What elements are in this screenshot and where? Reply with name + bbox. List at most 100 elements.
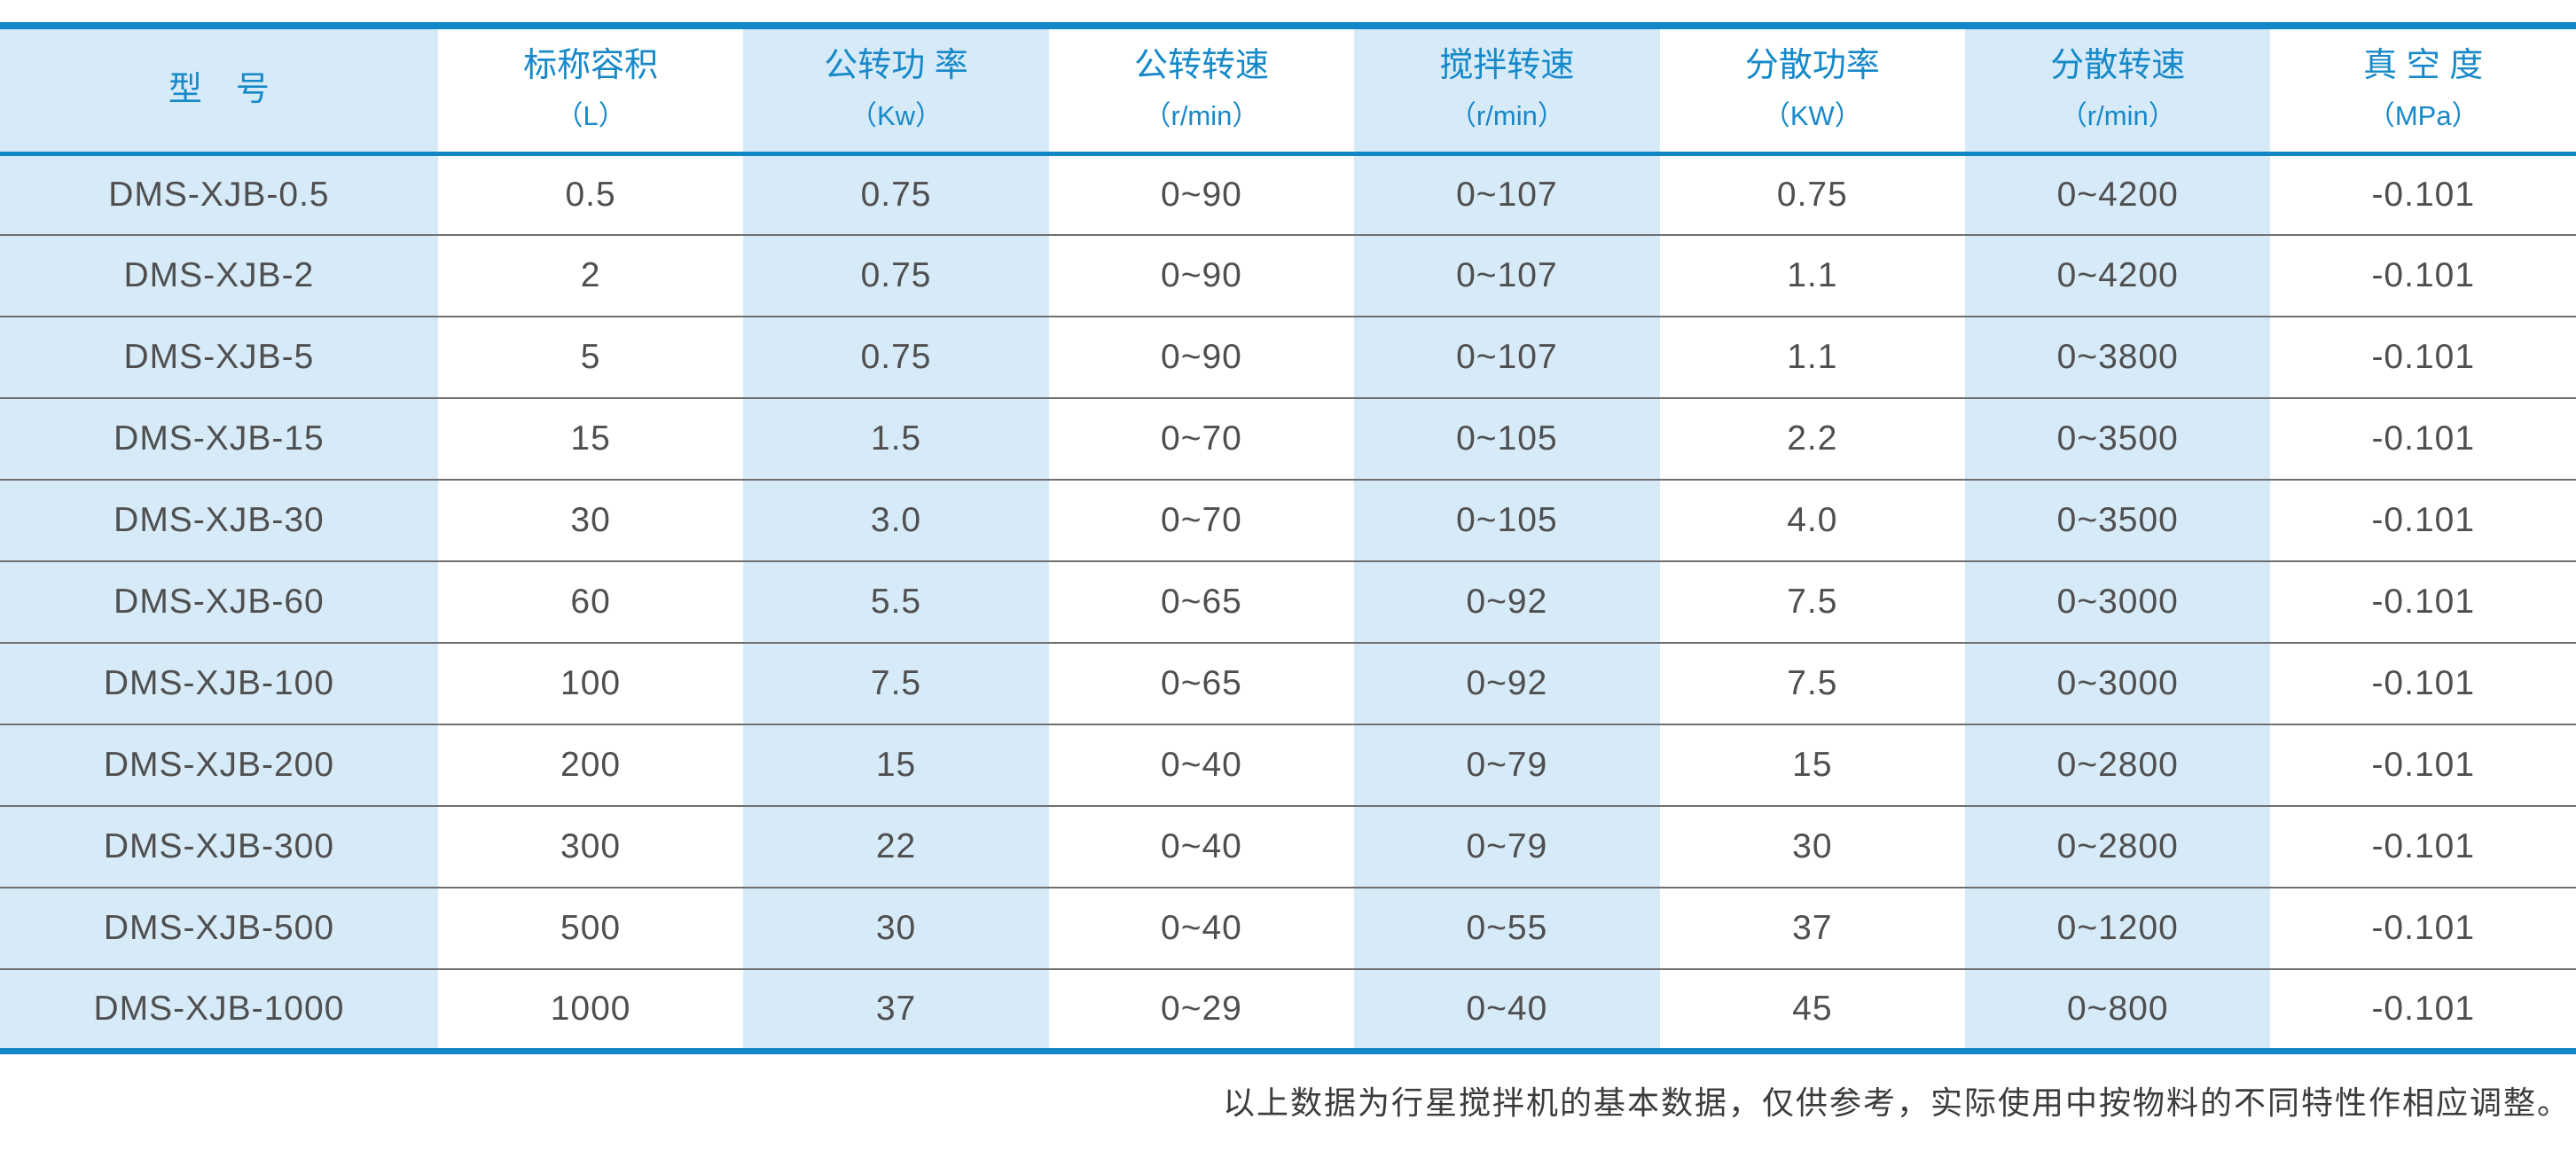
value-cell: 5 (437, 316, 744, 398)
column-header: 公转功 率 （Kw） (743, 29, 1049, 156)
value-cell: -0.101 (2270, 887, 2576, 969)
value-cell: -0.101 (2371, 175, 2476, 214)
model-cell: DMS-XJB-5 (0, 316, 438, 398)
column-header: 分散功率 （KW） (1659, 29, 1966, 156)
value-cell: -0.101 (2270, 316, 2576, 398)
table-row: DMS-XJB-200 200 15 0~40 0~79 15 0~2800 -0.101 (0, 724, 2576, 806)
value-cell: 0~105 (1354, 397, 1660, 480)
column-header-label: 搅拌转速 (1439, 47, 1575, 85)
column-header: 型 号 (0, 29, 438, 156)
value-cell: 0~90 (1161, 175, 1242, 214)
table-row: DMS-XJB-2 2 0.75 0~90 0~107 1.1 0~4200 -0.101 (0, 234, 2576, 317)
value-cell: -0.101 (2270, 805, 2576, 888)
value-cell: 0~800 (1965, 968, 2271, 1054)
value-cell: 15 (1659, 724, 1966, 806)
table-row: DMS-XJB-5 5 0.75 0~90 0~107 1.1 0~3800 -0.101 (0, 316, 2576, 398)
value-cell: 0~29 (1048, 968, 1355, 1054)
value-cell: 37 (743, 968, 1049, 1054)
footer-note: 以上数据为行星搅拌机的基本数据，仅供参考，实际使用中按物料的不同特性作相应调整。 (1222, 1084, 2571, 1122)
value-cell: -0.101 (2270, 642, 2576, 724)
column-header-label: 真 空 度 (2363, 47, 2484, 85)
spec-table: 型 号 标称容积 （L） 公转功 率 （Kw） 公转转速 （r/min） 搅拌转速 （r/min… (0, 29, 2576, 1054)
model-cell: DMS-XJB-0.5 (0, 153, 438, 235)
column-header: 搅拌转速 （r/min） (1354, 29, 1660, 156)
table-row: DMS-XJB-1000 1000 37 0~29 0~40 45 0~800 -0.101 (0, 968, 2576, 1054)
value-cell: 60 (437, 560, 744, 643)
value-cell: 30 (1659, 805, 1966, 888)
table-body: DMS-XJB-0.5 0.5 0.75 0~90 0~107 0.75 0~4200 -0.… (0, 153, 2576, 1054)
table-row: DMS-XJB-0.5 0.5 0.75 0~90 0~107 0.75 0~4200 -0.… (0, 153, 2576, 235)
table-row: DMS-XJB-100 100 7.5 0~65 0~92 7.5 0~3000 -0.101 (0, 642, 2576, 724)
value-cell: 100 (437, 642, 744, 724)
value-cell: 45 (1659, 968, 1966, 1054)
value-cell: 1.5 (743, 397, 1049, 480)
value-cell: 0~3500 (1965, 479, 2271, 561)
value-cell: 0~79 (1354, 724, 1660, 806)
value-cell: 0.75 (743, 153, 1049, 235)
value-cell: 37 (1659, 887, 1966, 969)
value-cell: -0.101 (2270, 724, 2576, 806)
model-cell: DMS-XJB-500 (0, 887, 438, 969)
column-header-unit: （KW） (1762, 100, 1862, 132)
value-cell: 0~3000 (1965, 560, 2271, 643)
value-cell: 0~40 (1048, 887, 1355, 969)
value-cell: 0~107 (1354, 153, 1660, 235)
column-header-label: 分散功率 (1744, 47, 1880, 85)
page: 型 号 标称容积 （L） 公转功 率 （Kw） 公转转速 （r/min） 搅拌转速 （r/min… (0, 22, 2576, 1132)
value-cell: 22 (743, 805, 1049, 888)
model-cell: DMS-XJB-2 (0, 234, 438, 317)
value-cell: -0.101 (2270, 234, 2576, 317)
value-cell: 0.75 (743, 234, 1049, 317)
model-cell: DMS-XJB-100 (0, 642, 438, 724)
value-cell: 0~107 (1354, 234, 1660, 317)
value-cell: 0~3800 (1965, 316, 2271, 398)
value-cell: 0~3500 (1965, 397, 2271, 480)
value-cell: 0~40 (1048, 724, 1355, 806)
model-cell: DMS-XJB-1000 (0, 968, 438, 1054)
model-cell: DMS-XJB-15 (0, 397, 438, 480)
value-cell: 1.1 (1659, 316, 1966, 398)
model-cell: DMS-XJB-200 (0, 724, 438, 806)
model-cell: DMS-XJB-300 (0, 805, 438, 888)
table-row: DMS-XJB-500 500 30 0~40 0~55 37 0~1200 -0.101 (0, 887, 2576, 969)
column-header-label: 公转转速 (1133, 47, 1269, 85)
value-cell: 0~2800 (1965, 724, 2271, 806)
column-header: 标称容积 （L） (437, 29, 744, 156)
header-row: 型 号 标称容积 （L） 公转功 率 （Kw） 公转转速 （r/min） 搅拌转速 （r/min… (0, 29, 2576, 156)
value-cell: 0~79 (1354, 805, 1660, 888)
table-top-border (0, 22, 2576, 29)
model-cell: DMS-XJB-60 (0, 560, 438, 643)
value-cell: 0~70 (1048, 479, 1355, 561)
table-row: DMS-XJB-300 300 22 0~40 0~79 30 0~2800 -0.101 (0, 805, 2576, 888)
table-row: DMS-XJB-30 30 3.0 0~70 0~105 4.0 0~3500 -0.101 (0, 479, 2576, 561)
value-cell: 7.5 (743, 642, 1049, 724)
value-cell: 7.5 (1659, 642, 1966, 724)
value-cell: 1000 (437, 968, 744, 1054)
value-cell: 0~40 (1048, 805, 1355, 888)
table-row: DMS-XJB-15 15 1.5 0~70 0~105 2.2 0~3500 -0.101 (0, 397, 2576, 480)
model-cell: DMS-XJB-30 (0, 479, 438, 561)
value-cell: 0~105 (1354, 479, 1660, 561)
value-cell: -0.101 (2270, 560, 2576, 643)
value-cell: 300 (437, 805, 744, 888)
value-cell: 30 (437, 479, 744, 561)
value-cell: 0~4200 (1965, 153, 2271, 235)
footer: 以上数据为行星搅拌机的基本数据，仅供参考，实际使用中按物料的不同特性作相应调整。 (0, 1068, 2576, 1132)
value-cell: 2 (437, 234, 744, 317)
value-cell: 0~55 (1354, 887, 1660, 969)
value-cell: 200 (437, 724, 744, 806)
column-header-label: 标称容积 (523, 47, 659, 85)
value-cell: 1.1 (1659, 234, 1966, 317)
value-cell: 4.0 (1659, 479, 1966, 561)
column-header-label: 型 号 (168, 70, 270, 108)
value-cell: 0~92 (1354, 642, 1660, 724)
value-cell: 0.5 (565, 175, 616, 214)
value-cell: 0~3000 (1965, 642, 2271, 724)
value-cell: 0.75 (743, 316, 1049, 398)
value-cell: 7.5 (1659, 560, 1966, 643)
value-cell: -0.101 (2270, 479, 2576, 561)
column-header-unit: （MPa） (2367, 100, 2479, 132)
value-cell: 0~65 (1048, 642, 1355, 724)
value-cell: 0~2800 (1965, 805, 2271, 888)
column-header-unit: （L） (555, 100, 626, 132)
